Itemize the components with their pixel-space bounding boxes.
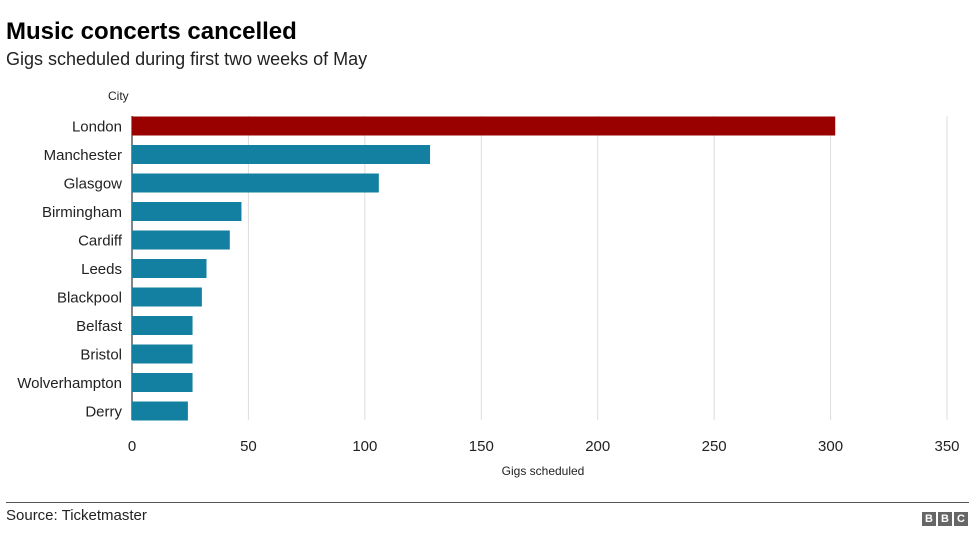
category-label: Belfast <box>76 318 123 335</box>
x-tick-label: 300 <box>818 438 843 455</box>
category-label: Cardiff <box>78 233 123 250</box>
category-labels: London Manchester Glasgow Birmingham Cardiff… <box>17 119 123 421</box>
x-tick-label: 150 <box>469 438 494 455</box>
bar-leeds <box>132 259 207 278</box>
bars <box>132 116 836 421</box>
gridlines <box>131 116 948 420</box>
logo-letter: B <box>922 512 936 526</box>
y-axis-label: City <box>108 89 129 103</box>
bar-birmingham <box>132 202 242 221</box>
category-label: Birmingham <box>42 204 122 221</box>
bar-blackpool <box>132 287 202 307</box>
bar-chart: London Manchester Glasgow Birmingham Cardiff… <box>17 89 960 478</box>
x-tick-label: 0 <box>128 438 136 455</box>
bar-wolverhampton <box>132 373 193 392</box>
chart-title: Music concerts cancelled <box>6 18 297 45</box>
x-tick-label: 250 <box>702 438 727 455</box>
bar-cardiff <box>132 230 230 250</box>
x-tick-label: 350 <box>934 438 959 455</box>
x-tick-label: 200 <box>585 438 610 455</box>
bbc-logo: B B C <box>922 512 968 526</box>
source-note: Source: Ticketmaster <box>6 507 147 524</box>
x-axis-label: Gigs scheduled <box>502 464 585 478</box>
category-label: Manchester <box>44 147 122 164</box>
category-label: Wolverhampton <box>17 375 122 392</box>
category-label: Blackpool <box>57 290 122 307</box>
footer-divider <box>6 502 969 503</box>
logo-letter: B <box>938 512 952 526</box>
category-label: Glasgow <box>64 176 123 193</box>
bar-belfast <box>132 316 193 335</box>
chart-subtitle: Gigs scheduled during first two weeks of… <box>6 49 368 69</box>
category-label: Bristol <box>80 347 122 364</box>
category-label: Derry <box>85 404 122 421</box>
bar-london <box>132 116 836 136</box>
x-tick-labels: 0 50 100 150 200 250 300 350 <box>128 438 960 455</box>
category-label: London <box>72 119 122 136</box>
x-tick-label: 100 <box>352 438 377 455</box>
bar-bristol <box>132 344 193 364</box>
bar-glasgow <box>132 173 379 193</box>
logo-letter: C <box>954 512 968 526</box>
bar-derry <box>132 401 188 421</box>
category-label: Leeds <box>81 261 122 278</box>
x-tick-label: 50 <box>240 438 257 455</box>
bar-manchester <box>132 145 431 164</box>
